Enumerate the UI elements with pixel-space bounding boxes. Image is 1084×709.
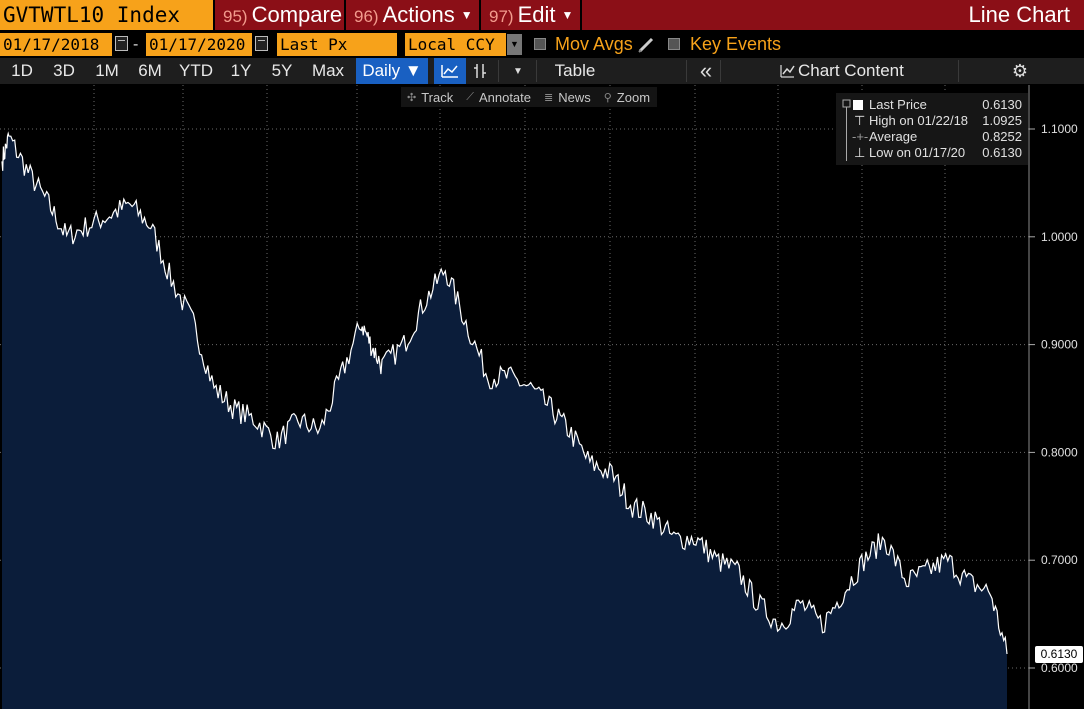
price-chart[interactable]: 1.1000 1.0000 0.9000 0.8000 0.7000 0.6000 — [0, 85, 1084, 709]
ticker-field[interactable]: GVTWTL10 Index — [0, 0, 213, 30]
edit-number: 97) — [489, 7, 514, 26]
annotate-label: Annotate — [478, 89, 531, 105]
zoom-icon: ⚲ — [603, 91, 612, 104]
chart-area[interactable]: 1.1000 1.0000 0.9000 0.8000 0.7000 0.6000 — [0, 85, 1084, 709]
edit-caret-icon: ▼ — [561, 8, 574, 22]
gear-icon[interactable]: ⚙ — [1011, 60, 1029, 81]
mov-avgs-checkbox[interactable] — [534, 38, 546, 50]
start-calendar-icon[interactable] — [115, 36, 128, 51]
period-3d-button[interactable]: 3D — [53, 61, 75, 80]
legend-avg-value: 0.8252 — [982, 129, 1022, 144]
edit-button[interactable]: 97) Edit ▼ — [481, 0, 580, 30]
track-label: Track — [421, 89, 454, 105]
chart-tools-bar: ✣ Track ⟋ Annotate ≣ News ⚲ Zoom — [401, 87, 658, 107]
table-button[interactable]: Table — [554, 61, 596, 80]
separator — [498, 60, 499, 82]
actions-number: 96) — [354, 7, 379, 26]
actions-button[interactable]: 96) Actions ▼ — [346, 0, 479, 30]
top-command-bar: GVTWTL10 Index 95) Compare 96) Actions ▼ 97… — [0, 0, 1084, 31]
end-date-input[interactable]: 01/17/2020 — [146, 33, 252, 56]
currency-select[interactable]: Local CCY — [405, 33, 506, 56]
legend-low-value: 0.6130 — [982, 145, 1022, 160]
news-tool[interactable]: ≣ News — [538, 90, 598, 105]
legend-high-value: 1.0925 — [982, 113, 1022, 128]
bar-chart-icon[interactable] — [468, 58, 492, 84]
period-1m-button[interactable]: 1M — [95, 61, 119, 80]
legend-avg-marker-icon: -+- — [852, 129, 869, 144]
separator — [536, 60, 537, 82]
zoom-label: Zoom — [616, 89, 651, 105]
chart-type-dropdown-icon[interactable]: ▼ — [513, 65, 523, 77]
period-5y-button[interactable]: 5Y — [271, 61, 293, 80]
period-1d-button[interactable]: 1D — [11, 61, 33, 80]
compare-number: 95) — [223, 7, 248, 26]
chart-content-icon — [776, 58, 798, 84]
news-label: News — [558, 89, 591, 105]
track-tool[interactable]: ✣ Track — [401, 90, 460, 105]
mov-avgs-label[interactable]: Mov Avgs — [555, 34, 633, 54]
start-date-input[interactable]: 01/17/2018 — [0, 33, 112, 56]
key-events-label[interactable]: Key Events — [690, 34, 782, 54]
crosshair-icon: ✣ — [407, 91, 417, 104]
annotate-icon: ⟋ — [466, 90, 474, 103]
chart-legend: Last Price 0.6130 ⊤ High on 01/22/18 1.0… — [836, 93, 1028, 165]
period-1y-button[interactable]: 1Y — [230, 61, 252, 80]
last-price-tag: 0.6130 — [1035, 646, 1083, 663]
y-tick-label: 0.6000 — [1041, 661, 1078, 675]
last-price-swatch — [853, 100, 863, 110]
y-tick-label: 1.1000 — [1041, 122, 1078, 136]
frequency-select[interactable]: Daily ▼ — [356, 58, 428, 84]
period-max-button[interactable]: Max — [311, 61, 345, 80]
collapse-chevron-icon[interactable]: « — [699, 58, 713, 83]
legend-high-marker-icon: ⊤ — [854, 113, 866, 128]
legend-tree-icon — [842, 99, 851, 161]
price-area-fill — [2, 133, 1007, 709]
field-select[interactable]: Last Px — [277, 33, 397, 56]
legend-high-label: High on 01/22/18 — [869, 113, 969, 128]
end-calendar-icon[interactable] — [255, 36, 268, 51]
pencil-icon[interactable] — [637, 37, 657, 53]
chart-content-button[interactable]: Chart Content — [798, 61, 904, 80]
title-bar: Line Chart — [582, 0, 1084, 30]
actions-label: Actions — [382, 2, 455, 27]
y-tick-label: 0.8000 — [1041, 445, 1078, 459]
legend-low-marker-icon: ⊥ — [854, 145, 866, 160]
edit-label: Edit — [517, 2, 556, 27]
chart-settings-bar: 01/17/2018 - 01/17/2020 Last Px Local CC… — [0, 32, 1084, 57]
currency-dropdown-icon[interactable]: ▼ — [507, 34, 522, 55]
y-tick-label: 0.9000 — [1041, 338, 1078, 352]
legend-avg-label: Average — [869, 129, 918, 144]
period-ytd-button[interactable]: YTD — [179, 61, 213, 80]
date-separator: - — [133, 36, 139, 53]
y-tick-label: 0.7000 — [1041, 553, 1078, 567]
news-icon: ≣ — [544, 91, 554, 104]
period-toolbar: 1D 3D 1M 6M YTD 1Y 5Y Max Daily ▼ ▼ Tabl… — [0, 58, 1084, 84]
page-title: Line Chart — [968, 2, 1070, 27]
actions-caret-icon: ▼ — [460, 8, 473, 22]
period-6m-button[interactable]: 6M — [138, 61, 162, 80]
key-events-checkbox[interactable] — [668, 38, 680, 50]
line-chart-icon[interactable] — [434, 58, 466, 84]
zoom-tool[interactable]: ⚲ Zoom — [598, 90, 657, 105]
y-tick-label: 1.0000 — [1041, 230, 1078, 244]
y-axis-ticks: 1.1000 1.0000 0.9000 0.8000 0.7000 0.6000 — [1029, 122, 1078, 675]
separator — [720, 60, 721, 82]
price-line — [1, 131, 1008, 655]
compare-label: Compare — [251, 2, 343, 27]
legend-last-label: Last Price — [869, 97, 927, 112]
legend-last-value: 0.6130 — [982, 97, 1022, 112]
compare-button[interactable]: 95) Compare — [215, 0, 344, 30]
separator — [686, 60, 687, 82]
legend-low-label: Low on 01/17/20 — [869, 145, 966, 160]
annotate-tool[interactable]: ⟋ Annotate — [460, 90, 538, 105]
separator — [958, 60, 959, 82]
